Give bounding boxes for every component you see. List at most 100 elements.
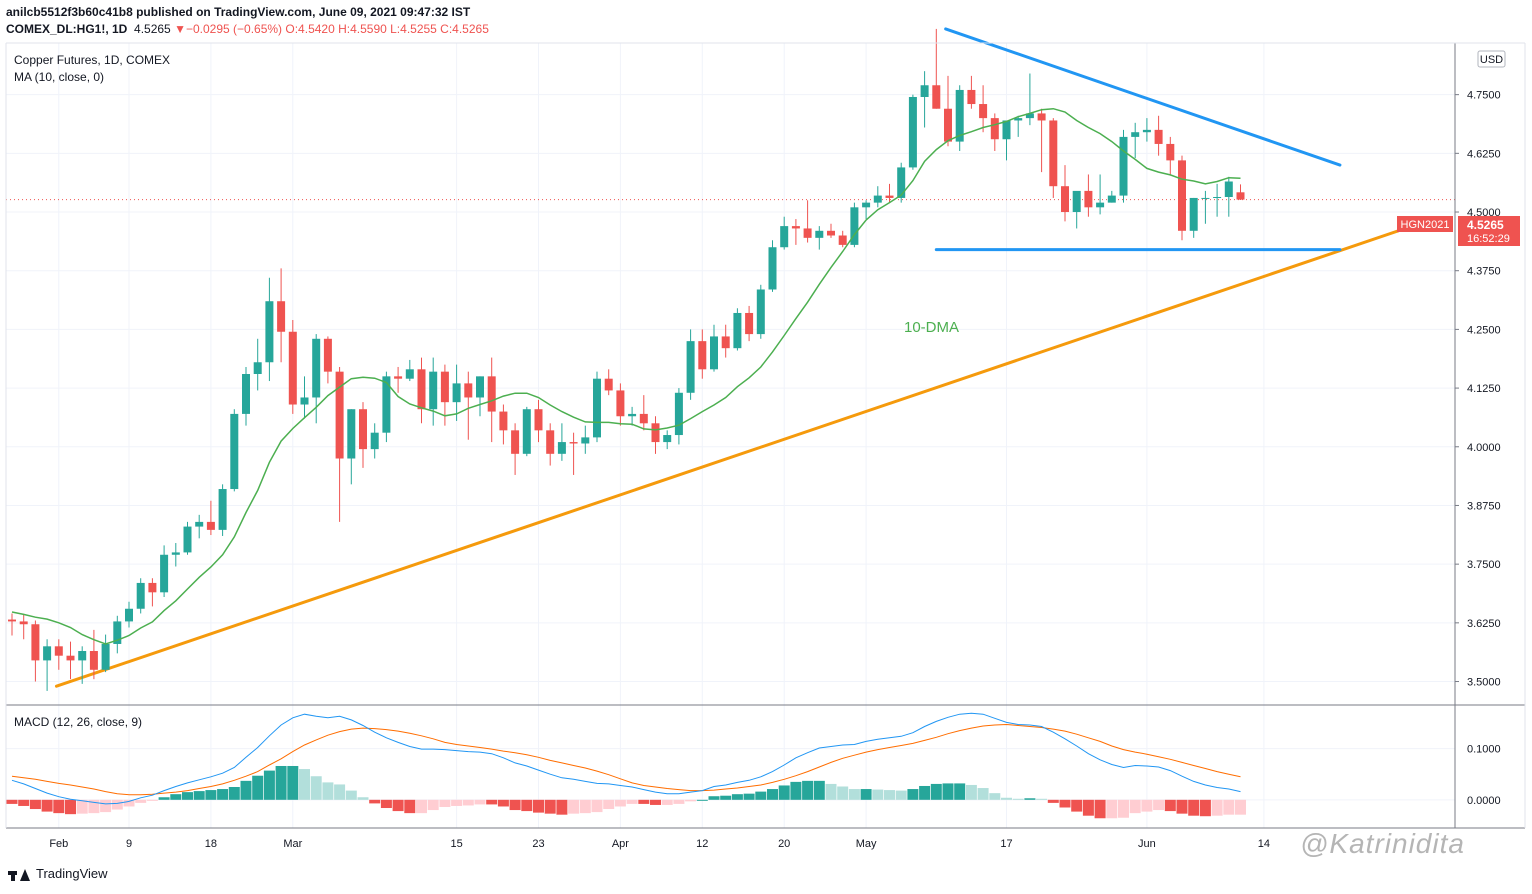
candle bbox=[218, 484, 227, 536]
macd-histogram-bar bbox=[626, 799, 638, 804]
macd-histogram-bar bbox=[486, 799, 498, 805]
candle-body bbox=[908, 96, 917, 168]
macd-histogram-bar bbox=[275, 765, 287, 800]
candle-body bbox=[230, 413, 239, 490]
candle-body bbox=[1014, 118, 1023, 121]
time-tick-label: 23 bbox=[532, 838, 544, 850]
macd-histogram-bar bbox=[111, 799, 123, 810]
candle bbox=[1084, 174, 1093, 217]
candle-body bbox=[359, 409, 367, 450]
candle-body bbox=[768, 247, 777, 290]
candle bbox=[1025, 73, 1034, 126]
candle-body bbox=[195, 521, 204, 527]
macd-histogram-bar bbox=[907, 789, 919, 800]
candle-body bbox=[674, 392, 683, 436]
macd-histogram-bar bbox=[802, 780, 814, 800]
candle bbox=[803, 200, 812, 243]
macd-histogram-bar bbox=[1141, 799, 1153, 812]
time-tick-label: 17 bbox=[1000, 838, 1012, 850]
publish-line: anilcb5512f3b60c41b8 published on Tradin… bbox=[6, 4, 489, 21]
macd-histogram-bar bbox=[18, 799, 30, 806]
candle-body bbox=[979, 104, 988, 119]
candle bbox=[862, 200, 871, 220]
price-tick-label: 4.6250 bbox=[1467, 148, 1501, 160]
candle-body bbox=[885, 195, 894, 198]
candle-body bbox=[663, 435, 672, 443]
candle-body bbox=[1213, 196, 1222, 198]
macd-histogram-bar bbox=[1036, 798, 1048, 800]
macd-histogram-bar bbox=[533, 799, 544, 813]
candle bbox=[1224, 176, 1233, 217]
macd-histogram-bar bbox=[228, 787, 240, 800]
candle-body bbox=[616, 390, 625, 417]
macd-histogram-bar bbox=[369, 799, 381, 804]
candle-body bbox=[827, 230, 835, 236]
macd-tick-label: 0.1000 bbox=[1467, 744, 1501, 756]
ma-legend: MA (10, close, 0) bbox=[14, 70, 104, 84]
candle bbox=[920, 71, 929, 128]
candle-body bbox=[557, 442, 566, 454]
candle-body bbox=[756, 289, 765, 335]
candle bbox=[955, 85, 964, 151]
macd-histogram-bar bbox=[977, 788, 989, 800]
macd-histogram-bar bbox=[451, 799, 463, 806]
tradingview-logo-icon bbox=[8, 867, 30, 881]
macd-histogram-bar bbox=[1106, 799, 1118, 819]
candle bbox=[745, 305, 754, 342]
last-price: 4.5265 bbox=[134, 22, 171, 36]
candle-body bbox=[1002, 120, 1011, 140]
macd-histogram-bar bbox=[123, 799, 135, 807]
macd-histogram-bar bbox=[731, 794, 743, 800]
candle-body bbox=[1119, 136, 1128, 196]
macd-histogram-bar bbox=[825, 783, 837, 800]
macd-histogram-bar bbox=[837, 786, 849, 800]
candle-body bbox=[990, 118, 999, 140]
candle-body bbox=[698, 341, 707, 370]
candle-body bbox=[522, 409, 531, 454]
candle bbox=[1002, 120, 1011, 161]
candle bbox=[1213, 183, 1222, 217]
candle-body bbox=[1131, 132, 1140, 137]
candle-body bbox=[335, 371, 344, 459]
candle-body bbox=[370, 432, 379, 450]
candle bbox=[335, 366, 344, 522]
candle bbox=[1061, 165, 1069, 222]
candle-body bbox=[850, 207, 859, 245]
macd-histogram-bar bbox=[579, 799, 591, 814]
macd-histogram-bar bbox=[217, 789, 229, 800]
candle-body bbox=[1061, 186, 1069, 213]
macd-histogram-bar bbox=[603, 799, 615, 810]
candle-body bbox=[1096, 202, 1105, 208]
candle-body bbox=[323, 338, 332, 372]
macd-histogram-bar bbox=[357, 797, 369, 800]
candle bbox=[253, 338, 262, 391]
candle-body bbox=[932, 85, 941, 109]
candle-body bbox=[43, 646, 52, 661]
candle bbox=[265, 277, 274, 382]
candle bbox=[827, 223, 835, 238]
macd-histogram-bar bbox=[1071, 799, 1083, 812]
candle bbox=[838, 230, 847, 248]
candle bbox=[522, 406, 531, 457]
macd-histogram-bar bbox=[1059, 799, 1071, 808]
candle bbox=[569, 432, 578, 475]
candle-body bbox=[1178, 160, 1186, 231]
candle bbox=[136, 578, 145, 614]
candle bbox=[89, 629, 98, 680]
candle bbox=[756, 284, 765, 339]
macd-histogram-bar bbox=[860, 789, 872, 800]
candle bbox=[125, 601, 133, 628]
candle-body bbox=[721, 336, 730, 349]
macd-signal-line bbox=[11, 723, 1241, 796]
candle-body bbox=[745, 312, 754, 335]
macd-histogram-bar bbox=[427, 799, 439, 811]
macd-histogram-bar bbox=[650, 799, 661, 805]
macd-histogram-bar bbox=[474, 799, 486, 805]
candle-body bbox=[710, 336, 718, 370]
candle bbox=[300, 376, 309, 419]
candle-body bbox=[160, 554, 169, 593]
macd-histogram-bar bbox=[872, 789, 884, 800]
macd-histogram-bar bbox=[65, 799, 76, 815]
candle-body bbox=[897, 167, 906, 198]
